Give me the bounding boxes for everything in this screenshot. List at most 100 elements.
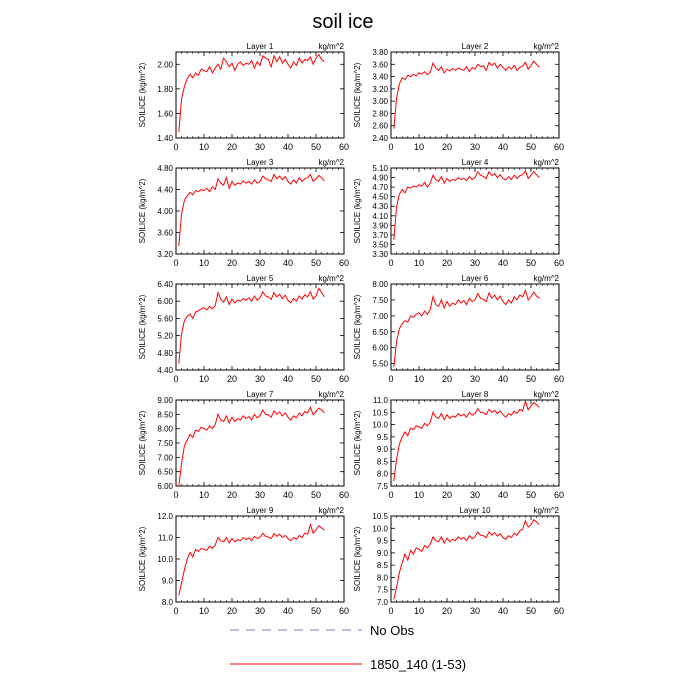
x-tick-label-layer-10: 50 [526,606,536,616]
x-tick-label-layer-1: 60 [339,142,349,152]
x-tick-label-layer-5: 50 [311,374,321,384]
y-tick-label-layer-8: 9.5 [377,433,389,442]
series-line-layer-8 [393,399,540,482]
x-tick-label-layer-8: 0 [388,490,393,500]
y-tick-label-layer-4: 3.70 [372,231,388,240]
y-tick-label-layer-4: 3.50 [372,240,388,249]
x-tick-label-layer-10: 20 [442,606,452,616]
x-tick-label-layer-5: 10 [199,374,209,384]
x-tick-label-layer-2: 40 [498,142,508,152]
y-tick-label-layer-9: 9.0 [162,577,174,586]
units-label-layer-5: kg/m^2 [318,274,344,283]
y-tick-label-layer-9: 12.0 [157,512,173,521]
series-line-layer-9 [178,522,325,596]
panel-title-layer-9: Layer 9 [247,506,274,515]
x-tick-label-layer-2: 50 [526,142,536,152]
panel-layer-5: Layer 5 kg/m^2 0 10 20 30 40 50 60 4.40 4.80 5.20 5.… [138,274,349,384]
y-tick-label-layer-7: 8.00 [157,425,173,434]
x-tick-label-layer-1: 30 [255,142,265,152]
y-tick-label-layer-1: 1.60 [157,109,173,118]
series-line-layer-3 [178,173,325,246]
x-tick-label-layer-9: 50 [311,606,321,616]
y-tick-label-layer-7: 7.00 [157,453,173,462]
panel-grid: Layer 1 kg/m^2 0 10 20 30 40 50 60 1.40 1.60 1.80 2.… [138,42,564,616]
y-tick-label-layer-3: 4.00 [157,207,173,216]
x-tick-label-layer-3: 40 [283,258,293,268]
y-axis-label-layer-2: SOILICE (kg/m^2) [353,62,362,127]
y-tick-label-layer-10: 9.5 [377,537,389,546]
x-tick-label-layer-7: 10 [199,490,209,500]
x-tick-label-layer-6: 10 [414,374,424,384]
panel-layer-9: Layer 9 kg/m^2 0 10 20 30 40 50 60 8.0 9.0 10.0 11.0… [138,506,349,616]
y-tick-label-layer-2: 2.40 [372,134,388,143]
y-tick-label-layer-10: 7.5 [377,586,389,595]
x-tick-label-layer-7: 20 [227,490,237,500]
panel-layer-4: Layer 4 kg/m^2 0 10 20 30 40 50 60 3.303.503.703.… [353,158,564,268]
x-tick-label-layer-9: 10 [199,606,209,616]
y-tick-label-layer-3: 3.20 [157,250,173,259]
y-tick-label-layer-7: 9.00 [157,396,173,405]
panel-title-layer-4: Layer 4 [462,158,489,167]
plot-frame-layer-9 [175,515,345,603]
y-tick-label-layer-9: 10.0 [157,555,173,564]
x-tick-label-layer-10: 40 [498,606,508,616]
units-label-layer-3: kg/m^2 [318,158,344,167]
x-tick-label-layer-1: 0 [173,142,178,152]
panel-layer-6: Layer 6 kg/m^2 0 10 20 30 40 50 60 5.50 6.00 6.50 7.… [353,274,564,384]
x-tick-label-layer-2: 20 [442,142,452,152]
panel-title-layer-8: Layer 8 [462,390,489,399]
y-tick-label-layer-8: 10.0 [372,421,388,430]
y-tick-label-layer-2: 3.40 [372,73,388,82]
x-tick-label-layer-7: 40 [283,490,293,500]
panel-title-layer-5: Layer 5 [247,274,274,283]
units-label-layer-8: kg/m^2 [533,390,559,399]
y-tick-label-layer-4: 5.10 [372,164,388,173]
x-tick-label-layer-4: 10 [414,258,424,268]
y-tick-label-layer-6: 8.00 [372,280,388,289]
x-tick-label-layer-1: 20 [227,142,237,152]
y-tick-label-layer-6: 6.00 [372,344,388,353]
x-tick-label-layer-4: 30 [470,258,480,268]
legend: No Obs 1850_140 (1-53) [230,623,466,672]
panel-title-layer-10: Layer 10 [459,506,491,515]
y-tick-label-layer-10: 8.5 [377,561,389,570]
x-tick-label-layer-10: 10 [414,606,424,616]
y-tick-label-layer-10: 9.0 [377,549,389,558]
x-tick-label-layer-7: 30 [255,490,265,500]
y-tick-label-layer-2: 2.80 [372,109,388,118]
y-tick-label-layer-8: 11.0 [373,396,389,405]
x-tick-label-layer-3: 0 [173,258,178,268]
y-tick-label-layer-10: 10.5 [372,512,388,521]
x-tick-label-layer-8: 60 [554,490,564,500]
panel-title-layer-2: Layer 2 [462,42,489,51]
y-tick-label-layer-8: 10.5 [372,408,388,417]
panel-title-layer-7: Layer 7 [247,390,274,399]
y-axis-label-layer-8: SOILICE (kg/m^2) [353,410,362,475]
x-tick-label-layer-2: 0 [388,142,393,152]
x-tick-label-layer-5: 60 [339,374,349,384]
y-tick-label-layer-2: 2.60 [372,122,388,131]
series-line-layer-1 [178,53,325,132]
units-label-layer-1: kg/m^2 [318,42,344,51]
y-tick-label-layer-5: 5.60 [157,314,173,323]
plot-frame-layer-6 [390,283,560,371]
y-axis-label-layer-1: SOILICE (kg/m^2) [138,62,147,127]
panel-layer-3: Layer 3 kg/m^2 0 10 20 30 40 50 60 3.20 3.60 4.00 4.… [138,158,349,268]
panel-layer-2: Layer 2 kg/m^2 0 10 20 30 40 50 60 2.40 2.60 2.80 3.… [353,42,564,152]
x-tick-label-layer-9: 0 [173,606,178,616]
x-tick-label-layer-6: 0 [388,374,393,384]
plot-frame-layer-10 [390,515,560,603]
y-tick-label-layer-3: 3.60 [157,229,173,238]
x-tick-label-layer-1: 40 [283,142,293,152]
series-line-layer-4 [393,169,540,240]
x-tick-label-layer-6: 50 [526,374,536,384]
x-tick-label-layer-8: 10 [414,490,424,500]
x-tick-label-layer-3: 50 [311,258,321,268]
units-label-layer-4: kg/m^2 [533,158,559,167]
y-axis-label-layer-5: SOILICE (kg/m^2) [138,294,147,359]
x-tick-label-layer-5: 0 [173,374,178,384]
units-label-layer-9: kg/m^2 [318,506,344,515]
y-tick-label-layer-10: 8.0 [377,573,389,582]
x-tick-label-layer-3: 10 [199,258,209,268]
x-tick-label-layer-9: 20 [227,606,237,616]
